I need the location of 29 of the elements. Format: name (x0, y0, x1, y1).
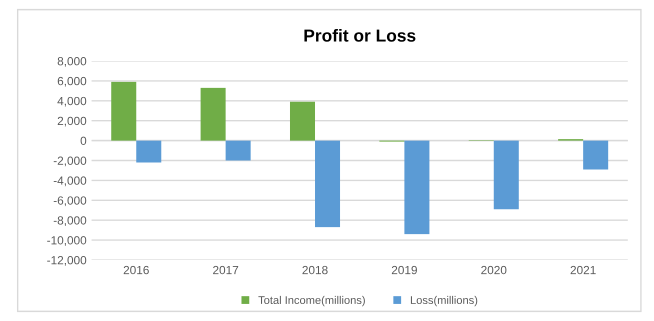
bar (111, 82, 136, 141)
y-tick-label: -2,000 (54, 156, 86, 166)
y-tick-label: 4,000 (57, 96, 86, 107)
y-tick-label: 0 (80, 136, 86, 145)
legend-label: Loss(millions) (410, 296, 478, 306)
y-tick-label: -6,000 (54, 196, 86, 206)
bar (583, 140, 608, 170)
bar (315, 140, 340, 228)
chart-title: Profit or Loss (304, 28, 416, 42)
bar (200, 88, 226, 141)
y-tick-label: -8,000 (54, 216, 86, 226)
x-tick-label: 2019 (392, 266, 417, 274)
y-tick-label: 2,000 (58, 116, 86, 126)
y-tick-label: -12,000 (47, 256, 86, 266)
bar (290, 102, 316, 141)
y-tick-label: 8,000 (58, 57, 86, 67)
y-tick-label: -10,000 (47, 236, 86, 246)
legend-label: Total Income(millions) (258, 296, 365, 306)
bar (494, 140, 519, 210)
bar (226, 140, 251, 160)
x-tick-label: 2021 (570, 266, 596, 274)
x-tick-label: 2018 (302, 266, 328, 274)
bar (136, 140, 162, 162)
x-tick-label: 2016 (124, 266, 149, 274)
x-tick-label: 2017 (213, 266, 238, 274)
bar (404, 140, 430, 234)
y-tick-label: -4,000 (54, 176, 86, 186)
x-tick-label: 2020 (481, 266, 506, 274)
y-tick-label: 6,000 (58, 76, 86, 87)
